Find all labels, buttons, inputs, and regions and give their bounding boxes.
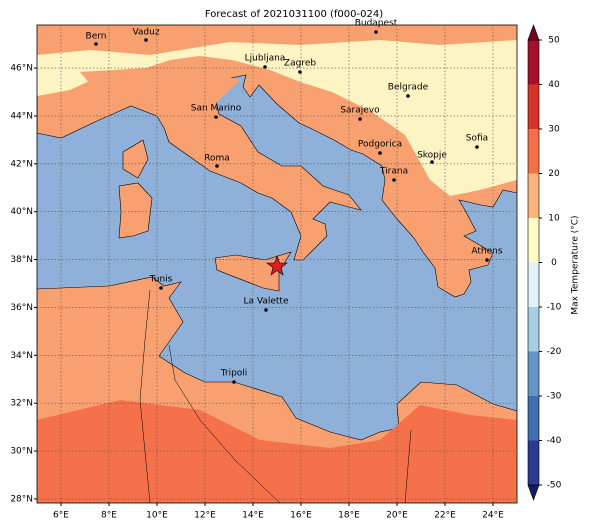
colorbar-tick-label: -40	[547, 436, 562, 446]
x-tick-label: 12°E	[194, 511, 216, 521]
x-tick-label: 24°E	[482, 511, 504, 521]
colorbar-band	[528, 396, 539, 441]
colorbar-band	[528, 40, 539, 85]
y-tick-label: 32°N	[10, 399, 33, 409]
city-label: Tunis	[149, 275, 173, 285]
colorbar-band	[528, 129, 539, 174]
city-label: Vaduz	[132, 28, 159, 38]
y-tick-label: 46°N	[10, 64, 33, 74]
colorbar-band	[528, 307, 539, 352]
city-label: Skopje	[417, 151, 447, 161]
city-dot	[144, 38, 148, 42]
y-tick-label: 36°N	[10, 303, 33, 313]
colorbar-band	[528, 440, 539, 485]
border	[404, 429, 412, 503]
city-dot	[358, 117, 362, 121]
city-label: Budapest	[355, 19, 398, 29]
city-label: Bern	[86, 32, 107, 42]
colorbar-band	[528, 262, 539, 307]
city-label: Sarajevo	[340, 106, 380, 116]
city-label: Belgrade	[388, 83, 429, 93]
x-tick-label: 14°E	[242, 511, 264, 521]
border	[139, 289, 151, 503]
city-dot	[94, 42, 98, 46]
city-dot	[392, 178, 396, 182]
colorbar-band	[528, 351, 539, 396]
colorbar-tick-label: 50	[548, 36, 560, 46]
colorbar-label: Max Temperature (°C)	[571, 215, 581, 314]
city-label: Podgorica	[358, 140, 402, 150]
colorbar-tick-label: -50	[547, 481, 562, 491]
city-dot	[264, 308, 268, 312]
x-tick-label: 16°E	[290, 511, 312, 521]
city-label: Tripoli	[220, 369, 248, 379]
star-marker	[266, 255, 288, 276]
plot-frame	[36, 24, 518, 504]
colorbar-tick-label: 20	[548, 169, 560, 179]
x-tick-label: 10°E	[146, 511, 168, 521]
colorbar-band	[528, 84, 539, 129]
sardinia	[118, 182, 153, 239]
city-dot	[430, 160, 434, 164]
title: Forecast of 2021031100 (f000-024)	[205, 9, 383, 20]
colorbar-extend-low	[527, 484, 540, 501]
border	[168, 344, 281, 503]
colorbar-tick-label: -10	[547, 303, 562, 313]
colorbar-tick-label: 0	[551, 258, 557, 268]
city-dot	[374, 30, 378, 34]
x-tick-label: 8°E	[101, 511, 117, 521]
x-tick-label: 6°E	[53, 511, 69, 521]
city-dot	[159, 286, 163, 290]
city-label: Tirana	[379, 167, 408, 177]
city-label: Roma	[204, 154, 230, 164]
corsica	[122, 139, 149, 179]
colorbar-tick-label: -30	[547, 392, 562, 402]
y-tick-label: 28°N	[10, 494, 33, 504]
city-dot	[485, 258, 489, 262]
city-dot	[378, 151, 382, 155]
colorbar-band	[528, 173, 539, 218]
city-label: San Marino	[191, 104, 242, 114]
colorbar-extend-high	[527, 24, 540, 41]
colorbar-tick-label: 40	[548, 80, 560, 90]
city-dot	[215, 164, 219, 168]
y-tick-label: 42°N	[10, 159, 33, 169]
city-label: Athens	[471, 247, 502, 257]
y-tick-label: 30°N	[10, 447, 33, 457]
y-tick-label: 40°N	[10, 207, 33, 217]
city-dot	[475, 145, 479, 149]
y-tick-label: 38°N	[10, 255, 33, 265]
x-tick-label: 20°E	[386, 511, 408, 521]
x-tick-label: 18°E	[338, 511, 360, 521]
city-dot	[232, 380, 236, 384]
colorbar-tick-label: 30	[548, 125, 560, 135]
city-label: Ljubljana	[245, 54, 286, 64]
city-label: La Valette	[244, 297, 289, 307]
city-label: Zagreb	[284, 59, 316, 69]
colorbar-band	[528, 218, 539, 263]
y-tick-label: 44°N	[10, 111, 33, 121]
city-dot	[406, 94, 410, 98]
y-tick-label: 34°N	[10, 351, 33, 361]
colorbar-tick-label: 10	[548, 214, 560, 224]
colorbar-tick-label: -20	[547, 347, 562, 357]
city-label: Sofia	[466, 134, 488, 144]
po-valley	[80, 66, 240, 104]
cities: Bern Vaduz Budapest Ljubljana Zagreb Bel…	[86, 19, 503, 384]
x-tick-label: 22°E	[434, 511, 456, 521]
